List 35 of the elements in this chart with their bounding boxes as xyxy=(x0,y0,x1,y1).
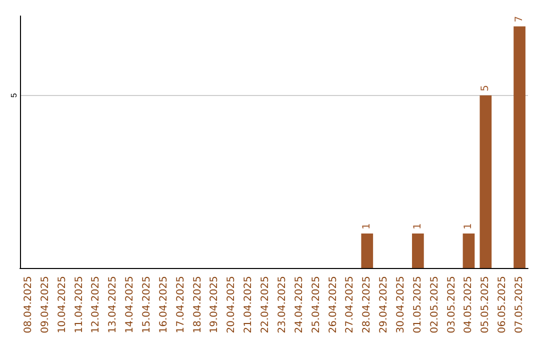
x-tick-label: 05.05.2025 xyxy=(480,276,492,334)
data-label: 1 xyxy=(463,223,474,230)
x-tick-label: 14.04.2025 xyxy=(124,276,136,334)
data-label: 1 xyxy=(362,223,373,230)
x-tick-label: 03.05.2025 xyxy=(446,276,458,334)
x-tick-label: 12.04.2025 xyxy=(90,276,102,334)
x-tick-label: 19.04.2025 xyxy=(209,276,220,334)
x-tick-label: 24.04.2025 xyxy=(294,276,305,334)
x-tick-label: 17.04.2025 xyxy=(175,276,186,334)
x-tick-label: 16.04.2025 xyxy=(158,276,170,334)
x-tick-label: 04.05.2025 xyxy=(463,276,474,334)
x-tick-label: 06.05.2025 xyxy=(497,276,508,334)
x-tick-label: 18.04.2025 xyxy=(192,276,204,334)
x-tick-label: 29.04.2025 xyxy=(378,276,390,334)
data-label: 5 xyxy=(480,85,492,92)
x-tick-label: 30.04.2025 xyxy=(396,276,406,334)
data-label: 7 xyxy=(514,16,526,22)
x-tick-label: 27.04.2025 xyxy=(344,276,356,334)
x-tick-label: 26.04.2025 xyxy=(328,276,339,334)
x-tick-label: 20.04.2025 xyxy=(226,276,238,334)
data-label: 1 xyxy=(412,223,424,230)
x-tick-label: 07.05.2025 xyxy=(514,276,526,334)
x-tick-label: 13.04.2025 xyxy=(108,276,119,334)
x-tick-label: 15.04.2025 xyxy=(142,276,152,334)
x-tick-label: 10.04.2025 xyxy=(56,276,68,334)
x-tick-label: 23.04.2025 xyxy=(276,276,288,334)
x-tick-label: 22.04.2025 xyxy=(260,276,272,334)
x-tick-label: 28.04.2025 xyxy=(362,276,373,334)
x-tick-label: 11.04.2025 xyxy=(74,276,85,334)
x-tick-label: 02.05.2025 xyxy=(429,276,440,334)
x-tick-label: 01.05.2025 xyxy=(412,276,424,334)
x-tick-label: 25.04.2025 xyxy=(310,276,322,334)
x-tick-label: 09.04.2025 xyxy=(40,276,51,334)
x-tick-label: 08.04.2025 xyxy=(22,276,34,334)
x-tick-label: 21.04.2025 xyxy=(243,276,254,334)
